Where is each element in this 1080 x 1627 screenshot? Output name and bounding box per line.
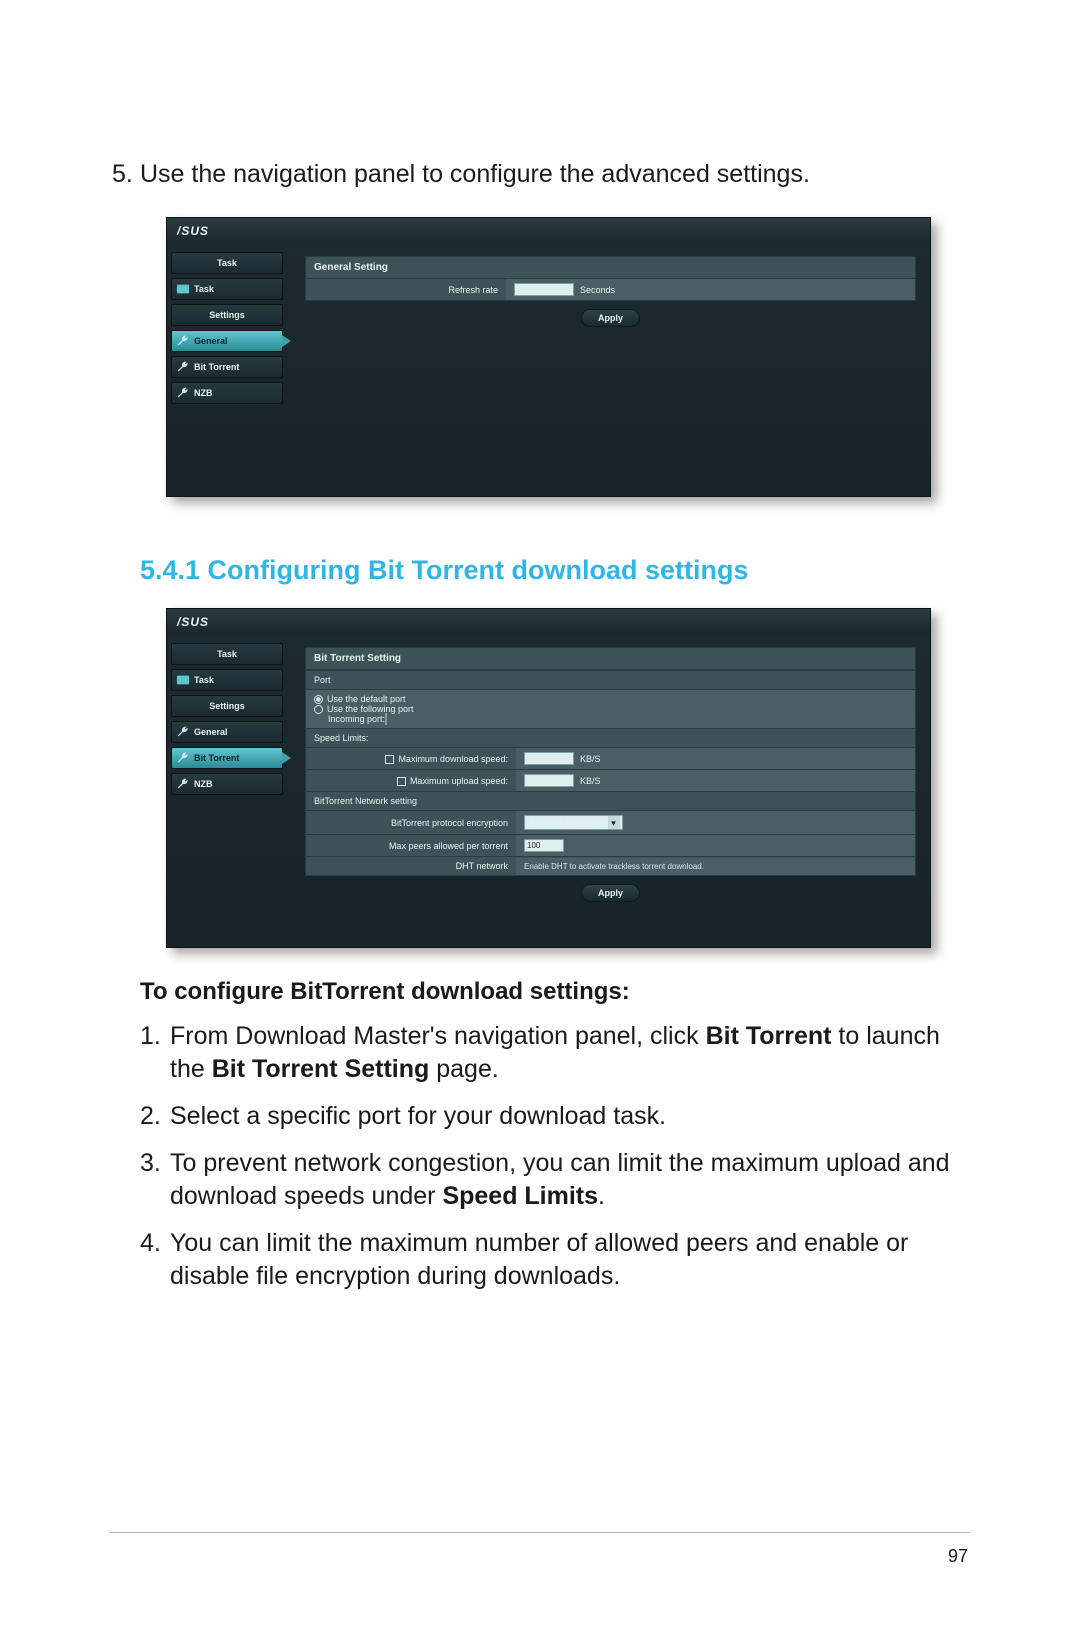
page-number: 97 (948, 1546, 968, 1567)
sidebar-item-label: NZB (194, 388, 213, 398)
settings-pane: General Setting Refresh rate Seconds App… (287, 244, 930, 464)
asus-logo: /SUS (177, 224, 209, 238)
step-text: From Download Master's navigation panel,… (170, 1022, 706, 1050)
seconds-label: Seconds (580, 285, 615, 295)
max-download-label: Maximum download speed: (398, 754, 508, 764)
task-icon (176, 673, 190, 687)
task-icon (176, 282, 190, 296)
step-num: 3. (140, 1147, 161, 1180)
sidebar-item-nzb[interactable]: NZB (171, 773, 283, 795)
dht-note: Enable DHT to activate trackless torrent… (524, 862, 704, 871)
sidebar-item-label: Task (194, 675, 214, 685)
encryption-select[interactable]: Encryption disabled (524, 815, 623, 830)
sidebar-item-nzb[interactable]: NZB (171, 382, 283, 404)
use-following-port-option[interactable]: Use the following port (314, 704, 907, 714)
screenshot-header: /SUS (167, 218, 930, 244)
max-upload-label: Maximum upload speed: (410, 776, 508, 786)
apply-button[interactable]: Apply (581, 884, 640, 902)
section-heading: 5.4.1 Configuring Bit Torrent download s… (140, 555, 970, 586)
step-bold: Speed Limits (442, 1182, 598, 1210)
step-num: 2. (140, 1100, 161, 1133)
incoming-port-input[interactable] (385, 713, 387, 725)
step-text: Select a specific port for your download… (170, 1102, 666, 1130)
sidebar-item-label: Bit Torrent (194, 362, 239, 372)
step-3: 3. To prevent network congestion, you ca… (140, 1147, 970, 1213)
wrench-icon (176, 777, 190, 791)
screenshot-header: /SUS (167, 609, 930, 635)
kbs-label: KB/S (580, 754, 601, 764)
step-5-num: 5. (112, 160, 140, 189)
sidebar-item-general[interactable]: General (171, 721, 283, 743)
sidebar-item-task[interactable]: Task (171, 278, 283, 300)
wrench-icon (176, 751, 190, 765)
pane-heading: General Setting (305, 256, 916, 279)
asus-logo: /SUS (177, 615, 209, 629)
step-5-text: 5.Use the navigation panel to configure … (112, 160, 970, 189)
max-upload-input[interactable] (524, 774, 574, 787)
sidebar-item-label: Bit Torrent (194, 753, 239, 763)
sidebar-item-label: NZB (194, 779, 213, 789)
step-5-body: Use the navigation panel to configure th… (140, 160, 810, 188)
option-label: Use the following port (327, 704, 414, 714)
checkbox-icon[interactable] (397, 777, 406, 786)
step-4: 4. You can limit the maximum number of a… (140, 1227, 970, 1293)
incoming-port-row: Incoming port: (314, 714, 907, 724)
subsection-heading: To configure BitTorrent download setting… (140, 978, 970, 1006)
use-default-port-option[interactable]: Use the default port (314, 694, 907, 704)
max-peers-label: Max peers allowed per torrent (306, 837, 516, 855)
step-text: page. (429, 1055, 499, 1083)
sidebar-item-general[interactable]: General (171, 330, 283, 352)
incoming-port-label: Incoming port: (328, 714, 385, 724)
max-upload-row: Maximum upload speed: (306, 772, 516, 790)
step-bold: Bit Torrent Setting (212, 1055, 430, 1083)
kbs-label: KB/S (580, 776, 601, 786)
max-peers-input[interactable]: 100 (524, 839, 564, 852)
step-num: 4. (140, 1227, 161, 1260)
footer-rule (110, 1532, 970, 1533)
sidebar-item-label: General (194, 727, 228, 737)
radio-icon (314, 705, 323, 714)
speed-limits-header: Speed Limits: (306, 728, 915, 747)
settings-pane: Bit Torrent Setting Port Use the default… (287, 635, 930, 928)
port-section-header: Port (306, 670, 915, 689)
wrench-icon (176, 386, 190, 400)
checkbox-icon[interactable] (385, 755, 394, 764)
select-value: Encryption disabled (529, 818, 608, 828)
dht-label: DHT network (306, 857, 516, 875)
screenshot-general-settings: /SUS Task Task Settings General Bit Torr… (166, 217, 931, 497)
radio-icon (314, 695, 323, 704)
sidebar-item-task[interactable]: Task (171, 669, 283, 691)
sidebar-item-label: Task (194, 284, 214, 294)
wrench-icon (176, 360, 190, 374)
refresh-rate-input[interactable] (514, 283, 574, 296)
max-download-input[interactable] (524, 752, 574, 765)
refresh-rate-label: Refresh rate (306, 281, 506, 299)
sidebar-group-task: Task (171, 252, 283, 274)
sidebar: Task Task Settings General Bit Torrent N… (167, 244, 287, 464)
sidebar-item-bittorrent[interactable]: Bit Torrent (171, 747, 283, 769)
sidebar-group-settings: Settings (171, 695, 283, 717)
step-text: . (598, 1182, 605, 1210)
sidebar: Task Task Settings General Bit Torrent N… (167, 635, 287, 928)
step-text: You can limit the maximum number of allo… (170, 1229, 908, 1290)
pane-heading: Bit Torrent Setting (305, 647, 916, 670)
wrench-icon (176, 334, 190, 348)
network-setting-header: BitTorrent Network setting (306, 791, 915, 810)
wrench-icon (176, 725, 190, 739)
step-num: 1. (140, 1020, 161, 1053)
screenshot-bittorrent-settings: /SUS Task Task Settings General Bit Torr… (166, 608, 931, 948)
sidebar-group-settings: Settings (171, 304, 283, 326)
apply-button[interactable]: Apply (581, 309, 640, 327)
step-bold: Bit Torrent (706, 1022, 832, 1050)
max-download-row: Maximum download speed: (306, 750, 516, 768)
sidebar-item-label: General (194, 336, 228, 346)
option-label: Use the default port (327, 694, 406, 704)
step-2: 2. Select a specific port for your downl… (140, 1100, 970, 1133)
instruction-steps: 1. From Download Master's navigation pan… (140, 1020, 970, 1293)
step-1: 1. From Download Master's navigation pan… (140, 1020, 970, 1086)
sidebar-group-task: Task (171, 643, 283, 665)
sidebar-item-bittorrent[interactable]: Bit Torrent (171, 356, 283, 378)
protocol-encryption-label: BitTorrent protocol encryption (306, 814, 516, 832)
